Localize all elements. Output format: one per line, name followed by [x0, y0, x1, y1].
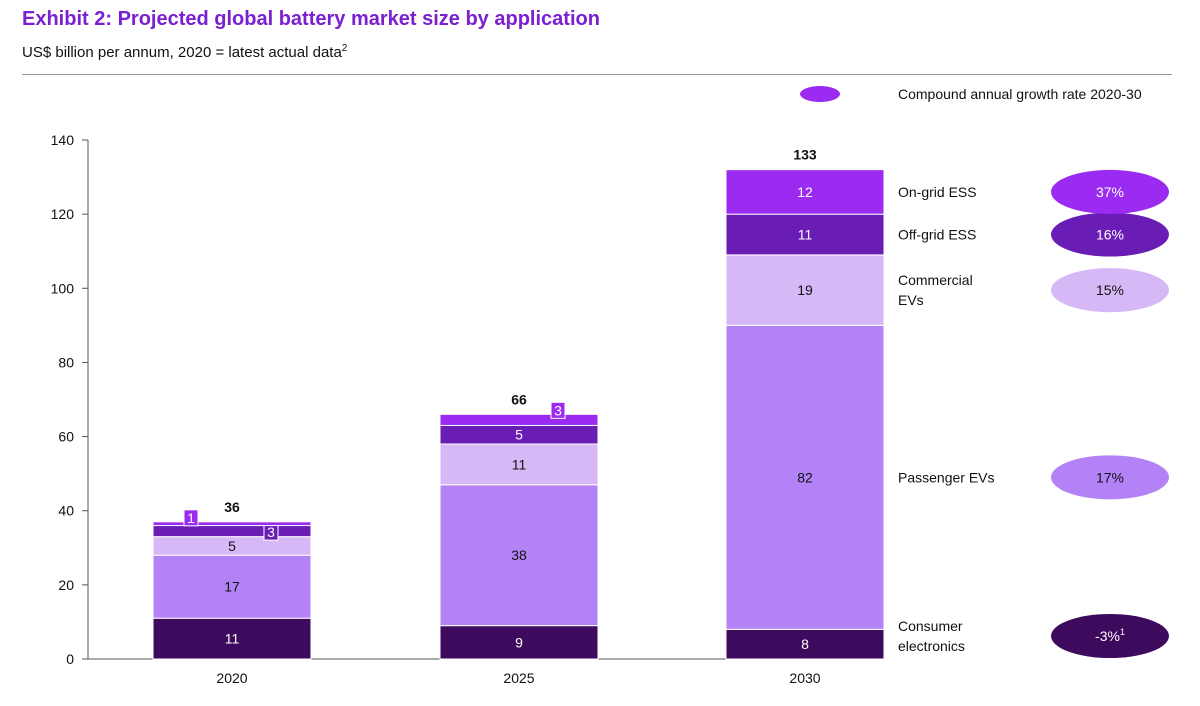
y-tick-label: 40: [58, 503, 74, 519]
chart-subtitle: US$ billion per annum, 2020 = latest act…: [22, 43, 347, 61]
y-tick-label: 100: [51, 280, 75, 296]
x-tick-label: 2030: [789, 670, 820, 686]
data-label: 5: [515, 427, 523, 443]
x-tick-label: 2025: [503, 670, 534, 686]
bar-segment: [152, 525, 312, 538]
data-label: 82: [797, 469, 813, 485]
cagr-label: -3%1: [1095, 627, 1125, 644]
data-label: 5: [228, 538, 236, 554]
data-label: 8: [801, 636, 809, 652]
cagr-pill: [1051, 169, 1169, 214]
y-tick-label: 140: [51, 132, 75, 148]
data-label-badge: [183, 509, 199, 527]
data-label: 19: [797, 282, 813, 298]
data-label: 3: [554, 402, 562, 418]
total-label: 133: [793, 147, 817, 163]
data-label: 11: [225, 631, 240, 647]
bar-segment: [439, 625, 599, 660]
y-tick-label: 80: [58, 354, 74, 370]
bar-segment: [439, 443, 599, 486]
bar-segment: [725, 254, 885, 326]
y-tick-label: 0: [66, 651, 74, 667]
cagr-label: 17%: [1096, 469, 1124, 485]
cagr-pill: [1051, 268, 1169, 313]
legend-swatch: [800, 86, 840, 102]
x-tick-label: 2020: [216, 670, 247, 686]
data-label: 11: [512, 456, 527, 472]
cagr-label: 37%: [1096, 184, 1124, 200]
cagr-label: 15%: [1096, 282, 1124, 298]
data-label: 17: [224, 579, 240, 595]
subtitle-text: US$ billion per annum, 2020 = latest act…: [22, 44, 342, 61]
series-label: Off-grid ESS: [898, 227, 976, 243]
data-label: 9: [515, 634, 523, 650]
cagr-footnote: 1: [1120, 627, 1125, 637]
bar-segment: [725, 213, 885, 256]
series-label: Passenger EVs: [898, 469, 995, 485]
header-rule: [22, 74, 1172, 75]
y-tick-label: 20: [58, 577, 74, 593]
bar-segment: [439, 484, 599, 627]
cagr-label: 16%: [1096, 227, 1124, 243]
data-label-badge: [550, 401, 566, 419]
cagr-pill: [1051, 614, 1169, 658]
series-label: Consumer: [898, 618, 963, 634]
series-label: EVs: [898, 292, 924, 308]
data-label: 12: [797, 184, 813, 200]
series-label: electronics: [898, 638, 965, 654]
y-tick-label: 60: [58, 429, 74, 445]
total-label: 36: [224, 499, 240, 515]
bar-segment: [152, 617, 312, 660]
legend-label: Compound annual growth rate 2020-30: [898, 86, 1142, 102]
series-label: On-grid ESS: [898, 184, 977, 200]
cagr-pill: [1051, 212, 1169, 257]
bar-segment: [152, 554, 312, 619]
bar-segment: [725, 324, 885, 630]
data-label: 38: [511, 547, 527, 563]
data-label: 11: [798, 227, 813, 243]
bar-segment: [439, 413, 599, 426]
cagr-pill: [1051, 455, 1169, 500]
bar-segment: [152, 521, 312, 527]
data-label: 3: [267, 524, 275, 540]
subtitle-footnote: 2: [341, 43, 348, 54]
bar-segment: [725, 628, 885, 660]
total-label: 66: [511, 391, 527, 407]
data-label: 1: [187, 510, 195, 526]
series-label: Commercial: [898, 272, 973, 288]
y-tick-label: 120: [51, 206, 75, 222]
chart-title: Exhibit 2: Projected global battery mark…: [22, 8, 600, 30]
bar-segment: [725, 169, 885, 215]
